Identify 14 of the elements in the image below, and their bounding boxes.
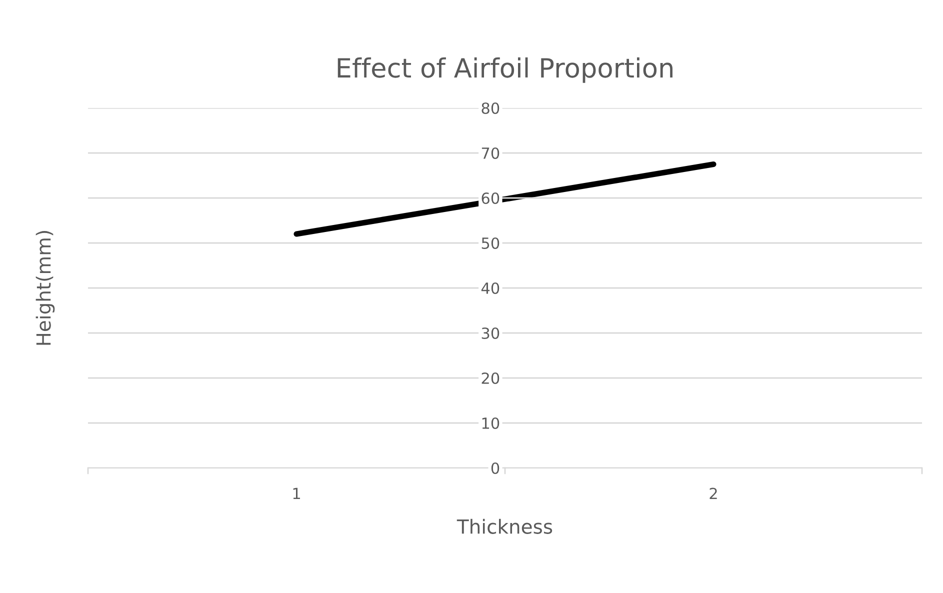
y-tick-label: 40	[481, 282, 500, 294]
x-tick-label: 1	[293, 488, 300, 500]
y-axis-title: Height(mm)	[36, 231, 55, 345]
x-axis-title: Thickness	[456, 518, 552, 534]
y-tick-label: 20	[482, 372, 500, 384]
y-tick-label: 80	[482, 102, 500, 114]
x-tick-label: 2	[710, 488, 717, 500]
y-tick-label: 30	[482, 327, 500, 340]
y-tick-label: 70	[482, 147, 500, 160]
y-tick-label: 50	[482, 237, 500, 250]
y-tick-label: 60	[482, 192, 500, 204]
y-tick-label: 0	[491, 462, 500, 474]
y-tick-label: 10	[482, 417, 500, 430]
chart-title: Effect of Airfoil Proportion	[338, 57, 672, 83]
